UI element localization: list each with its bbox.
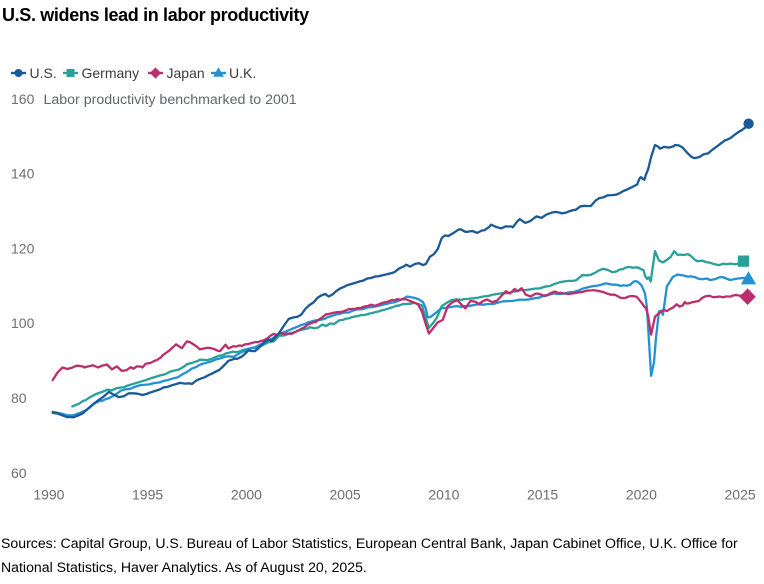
svg-text:60: 60 (11, 465, 27, 481)
svg-text:2015: 2015 (527, 487, 558, 503)
svg-text:U.K.: U.K. (229, 65, 256, 81)
svg-text:1995: 1995 (132, 487, 163, 503)
svg-text:2005: 2005 (330, 487, 361, 503)
svg-text:1990: 1990 (33, 487, 64, 503)
svg-text:80: 80 (11, 390, 27, 406)
svg-text:160: 160 (11, 91, 35, 107)
svg-text:2025: 2025 (725, 487, 756, 503)
svg-text:Japan: Japan (167, 65, 205, 81)
svg-text:U.S.: U.S. (30, 65, 57, 81)
svg-text:120: 120 (11, 240, 35, 256)
svg-text:2000: 2000 (231, 487, 262, 503)
svg-text:140: 140 (11, 166, 35, 182)
svg-text:Germany: Germany (82, 65, 140, 81)
svg-text:Labor productivity benchmarked: Labor productivity benchmarked to 2001 (44, 92, 297, 108)
svg-text:2010: 2010 (428, 487, 459, 503)
svg-text:2020: 2020 (626, 487, 657, 503)
svg-text:100: 100 (11, 315, 35, 331)
